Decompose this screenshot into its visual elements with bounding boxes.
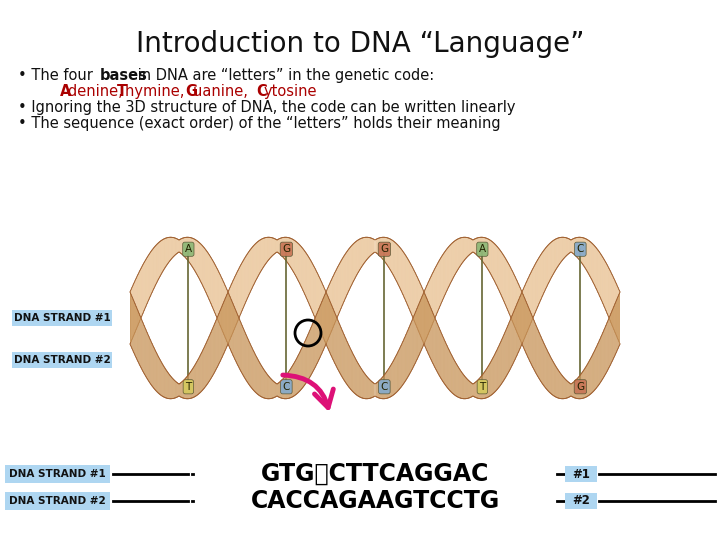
- Text: G: G: [282, 244, 290, 254]
- Text: in DNA are “letters” in the genetic code:: in DNA are “letters” in the genetic code…: [133, 68, 434, 83]
- FancyBboxPatch shape: [5, 465, 110, 483]
- Text: A: A: [185, 244, 192, 254]
- Text: • Ignoring the 3D structure of DNA, the code can be written linearly: • Ignoring the 3D structure of DNA, the …: [18, 100, 516, 115]
- Text: GTGⓉCTTCAGGAC: GTGⓉCTTCAGGAC: [261, 462, 489, 486]
- Text: T: T: [185, 382, 192, 392]
- Text: • The four: • The four: [18, 68, 97, 83]
- Text: C: C: [283, 382, 290, 392]
- Text: ytosine: ytosine: [264, 84, 318, 99]
- FancyBboxPatch shape: [565, 466, 597, 482]
- Text: A: A: [60, 84, 71, 99]
- Text: • The sequence (exact order) of the “letters” holds their meaning: • The sequence (exact order) of the “let…: [18, 116, 500, 131]
- Text: hymine,: hymine,: [125, 84, 189, 99]
- Text: G: G: [380, 244, 388, 254]
- Text: Introduction to DNA “Language”: Introduction to DNA “Language”: [136, 30, 584, 58]
- Text: DNA STRAND #2: DNA STRAND #2: [9, 496, 106, 506]
- Text: C: C: [381, 382, 388, 392]
- Text: DNA STRAND #1: DNA STRAND #1: [14, 313, 110, 323]
- FancyBboxPatch shape: [12, 352, 112, 368]
- Text: #2: #2: [572, 495, 590, 508]
- Text: #1: #1: [572, 468, 590, 481]
- Text: CACCAGAAGTCCTG: CACCAGAAGTCCTG: [251, 489, 500, 513]
- Text: T: T: [480, 382, 485, 392]
- Text: G: G: [576, 382, 585, 392]
- FancyBboxPatch shape: [565, 493, 597, 509]
- Text: G: G: [185, 84, 197, 99]
- Text: uanine,: uanine,: [193, 84, 253, 99]
- Text: T: T: [117, 84, 127, 99]
- Text: A: A: [479, 244, 486, 254]
- Text: denine,: denine,: [68, 84, 127, 99]
- Text: bases: bases: [100, 68, 148, 83]
- Text: C: C: [256, 84, 266, 99]
- Text: C: C: [577, 244, 584, 254]
- Text: DNA STRAND #2: DNA STRAND #2: [14, 355, 110, 365]
- FancyBboxPatch shape: [12, 310, 112, 326]
- FancyArrowPatch shape: [283, 375, 333, 408]
- FancyBboxPatch shape: [5, 492, 110, 510]
- Text: DNA STRAND #1: DNA STRAND #1: [9, 469, 106, 479]
